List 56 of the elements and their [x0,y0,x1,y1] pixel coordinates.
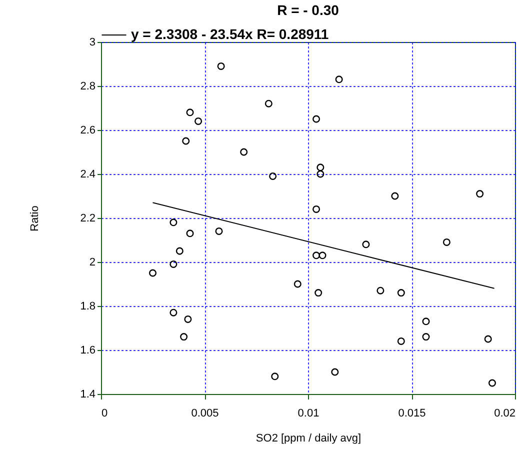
point [314,289,322,297]
point [182,137,190,145]
y-tick-label: 1.8 [80,300,96,312]
point [397,289,405,297]
point [316,170,324,178]
y-axis-title: Ratio [29,206,42,232]
point [391,192,399,200]
point [476,190,484,198]
x-tick-label: 0.015 [398,408,426,420]
point [397,337,405,345]
point [312,115,320,123]
point [170,218,178,226]
point [422,318,430,326]
point [335,76,343,84]
point [186,108,194,116]
point [376,286,384,294]
y-tick-label: 1.6 [80,344,96,356]
point [148,269,157,277]
point [318,252,326,260]
y-tick-label: 2.4 [80,168,96,180]
point [194,117,202,125]
point [180,333,188,341]
point [442,238,450,246]
point [170,260,178,268]
point [269,172,277,180]
x-tick-label: 0.01 [298,408,320,420]
y-tick-label: 2.2 [80,212,96,224]
x-tick-label: 0.005 [191,408,219,420]
point [170,308,178,316]
y-tick-label: 1.4 [80,388,96,400]
point [488,379,496,387]
chart-title: R = - 0.30 [277,2,340,18]
point [316,164,324,172]
point [331,368,339,376]
point [271,372,279,380]
y-tick-label: 2.8 [80,80,96,92]
legend-label: y = 2.3308 - 23.54x R= 0.28911 [131,26,329,42]
point [484,335,492,343]
point [176,247,184,255]
x-tick-label: 0 [102,408,108,420]
point [217,62,225,70]
x-tick-label: 0.02 [494,408,516,420]
x-axis-title: SO2 [ppm / daily avg] [256,432,362,444]
point [240,148,248,156]
point [312,252,320,260]
y-tick-label: 2 [89,256,96,268]
point [312,205,320,213]
point [422,333,430,341]
point [362,240,370,248]
y-tick-label: 2.6 [80,124,96,136]
point [264,100,272,108]
y-tick-label: 3 [89,36,96,48]
point [294,280,302,288]
point [215,227,223,235]
point [184,315,192,323]
point [186,230,194,238]
